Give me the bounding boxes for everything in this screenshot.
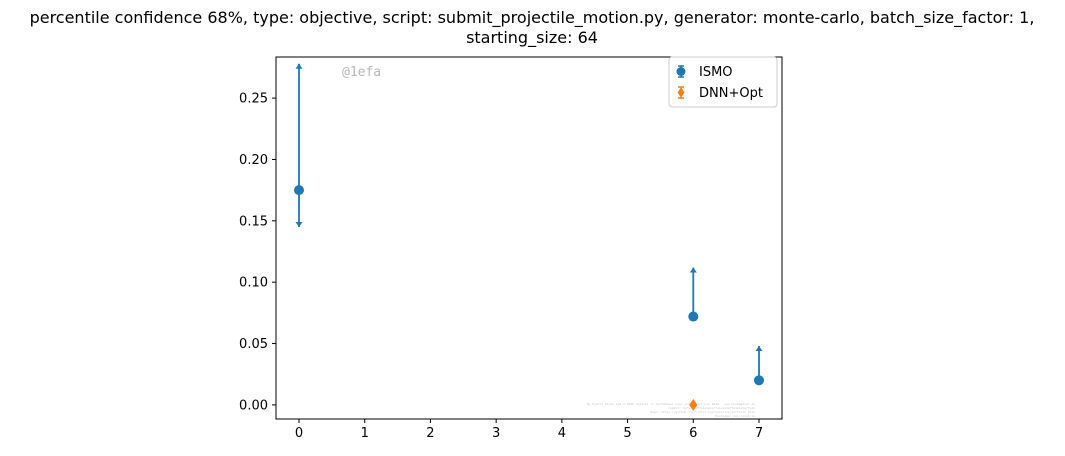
- y-tick-label: 0.10: [239, 276, 268, 291]
- y-tick-label: 0.25: [239, 92, 268, 107]
- data-point: [754, 345, 764, 386]
- legend-marker-ismo: [676, 65, 686, 78]
- x-tick-label: 1: [361, 426, 369, 441]
- series-ismo: [294, 63, 764, 386]
- point-marker: [754, 375, 764, 386]
- series-dnn-opt: [689, 398, 698, 411]
- chart-title-line-2: starting_size: 64: [466, 28, 598, 48]
- point-marker: [688, 311, 699, 322]
- error-cap-lower: [295, 221, 303, 227]
- legend-box: [668, 56, 778, 108]
- faint-annotation: By Kjetil Olsen Lye 2.0780 objects in Sy…: [587, 402, 755, 418]
- legend-circle: [676, 67, 686, 76]
- x-tick-label: 5: [623, 426, 631, 441]
- y-tick-label: 0.00: [239, 398, 268, 413]
- data-point: [688, 267, 699, 322]
- x-tick-label: 7: [755, 426, 763, 441]
- point-marker: [689, 398, 698, 411]
- data-point: [294, 63, 304, 227]
- chart-title: percentile confidence 68%, type: objecti…: [30, 8, 1035, 48]
- error-cap-upper: [295, 63, 303, 69]
- faint-annotation-line-4: Hostname: xxx.local.li: [715, 414, 755, 418]
- y-axis-ticks: 0.00 0.05 0.10 0.15 0.20 0.25: [239, 92, 276, 413]
- faint-annotation-line-2: Commit: 1efa1e1e7fa1e1e1e7fa1e1e1e7fa1e1…: [668, 406, 755, 410]
- x-tick-label: 4: [558, 426, 566, 441]
- plot-frame: [275, 56, 783, 420]
- y-tick-label: 0.20: [239, 153, 268, 168]
- x-tick-label: 0: [295, 426, 303, 441]
- faint-annotation-line-1: By Kjetil Olsen Lye 2.0780 objects in Sy…: [587, 402, 755, 406]
- y-tick-label: 0.05: [239, 337, 268, 352]
- point-marker: [294, 185, 304, 196]
- x-axis-ticks: 0 1 2 3 4 5 6 7: [295, 419, 763, 441]
- watermark-text: @1efa: [342, 65, 381, 80]
- legend-label-dnn-opt: DNN+Opt: [699, 86, 763, 101]
- legend-marker-dnn-opt: [677, 86, 685, 99]
- legend: ISMO DNN+Opt: [668, 56, 778, 108]
- data-marks: [294, 63, 764, 411]
- chart-title-line-1: percentile confidence 68%, type: objecti…: [30, 8, 1035, 28]
- y-tick-label: 0.15: [239, 214, 268, 229]
- legend-diamond: [677, 87, 685, 98]
- x-tick-label: 3: [492, 426, 500, 441]
- error-cap-upper: [689, 267, 697, 273]
- x-tick-label: 6: [689, 426, 697, 441]
- legend-entry-ismo: ISMO: [676, 65, 733, 80]
- data-point: [689, 398, 698, 411]
- faint-annotation-line-3: Repo: https://github.com/kjetil-lye/lear…: [650, 410, 755, 414]
- error-cap-upper: [755, 345, 763, 351]
- legend-entry-dnn-opt: DNN+Opt: [677, 86, 763, 101]
- x-tick-label: 2: [426, 426, 434, 441]
- legend-label-ismo: ISMO: [699, 65, 733, 80]
